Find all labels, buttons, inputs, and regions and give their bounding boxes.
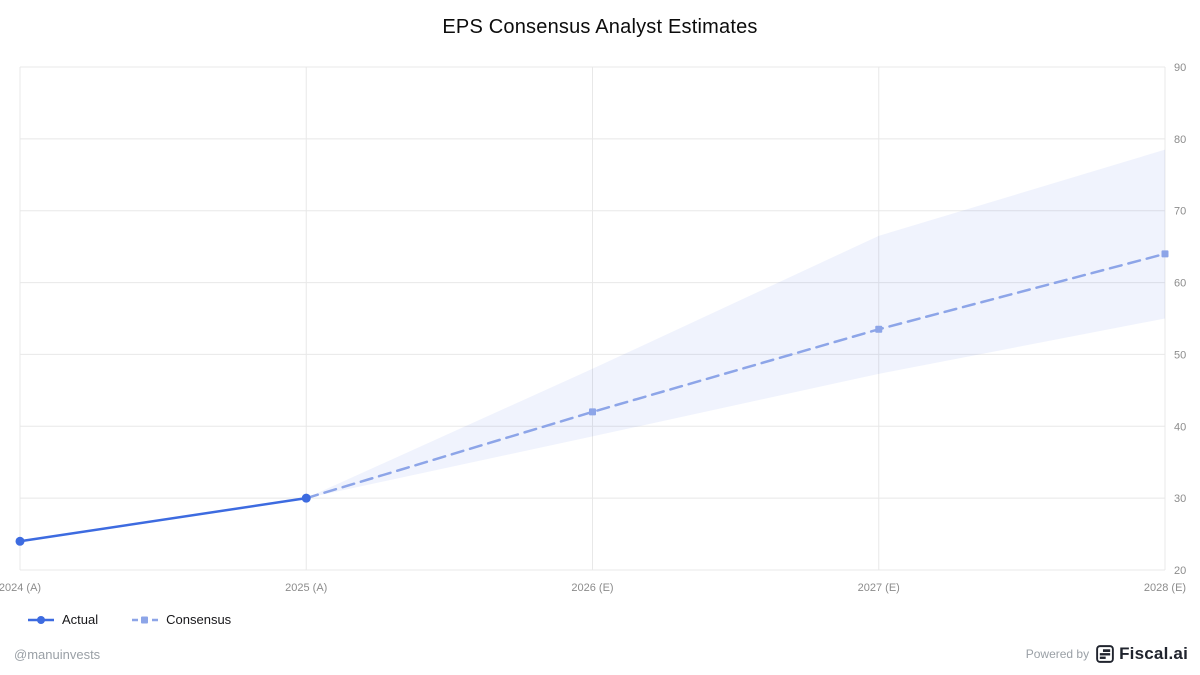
x-axis-tick-label: 2027 (E) [858, 582, 900, 594]
legend-label-actual: Actual [62, 612, 99, 627]
actual-series-marker-icon [28, 615, 54, 624]
brand-wrap: Fiscal.ai [1096, 644, 1188, 664]
fiscal-ai-logo-icon [1096, 645, 1114, 663]
powered-by-label: Powered by [1025, 647, 1090, 661]
legend-item-actual[interactable]: Actual [28, 612, 98, 627]
data-point-consensus[interactable] [589, 408, 596, 416]
series-line-actual [18, 496, 308, 543]
y-axis-tick-label: 30 [1174, 493, 1186, 505]
legend-label-consensus: Consensus [166, 612, 232, 627]
powered-by-attribution[interactable]: Powered by Fiscal.ai [1026, 644, 1188, 664]
y-axis-tick-label: 80 [1174, 134, 1186, 146]
data-point-consensus[interactable] [875, 325, 883, 333]
y-axis-tick-label: 90 [1174, 62, 1186, 74]
data-point-actual[interactable] [301, 493, 311, 503]
y-axis-tick-label: 50 [1174, 349, 1186, 361]
x-axis-tick-label: 2026 (E) [571, 582, 613, 594]
consensus-band [306, 149, 1165, 499]
y-axis-tick-label: 60 [1174, 278, 1186, 290]
x-axis-tick-label: 2025 (A) [285, 582, 327, 594]
consensus-series-marker-icon [132, 616, 159, 623]
series-line-consensus [305, 252, 1167, 500]
x-axis-tick-label: 2028 (E) [1144, 582, 1186, 594]
author-handle: @manuinvests [14, 647, 101, 662]
y-axis-tick-label: 20 [1174, 565, 1186, 577]
brand-name: Fiscal.ai [1119, 644, 1188, 663]
data-point-actual[interactable] [15, 536, 25, 546]
y-axis-tick-label: 40 [1174, 421, 1186, 433]
data-point-consensus[interactable] [1161, 250, 1169, 258]
x-axis-tick-label: 2024 (A) [0, 582, 41, 594]
y-axis-tick-label: 70 [1174, 206, 1186, 218]
legend: Actual Consensus [28, 612, 231, 627]
legend-item-consensus[interactable]: Consensus [132, 612, 231, 627]
chart-title: EPS Consensus Analyst Estimates [442, 16, 758, 38]
